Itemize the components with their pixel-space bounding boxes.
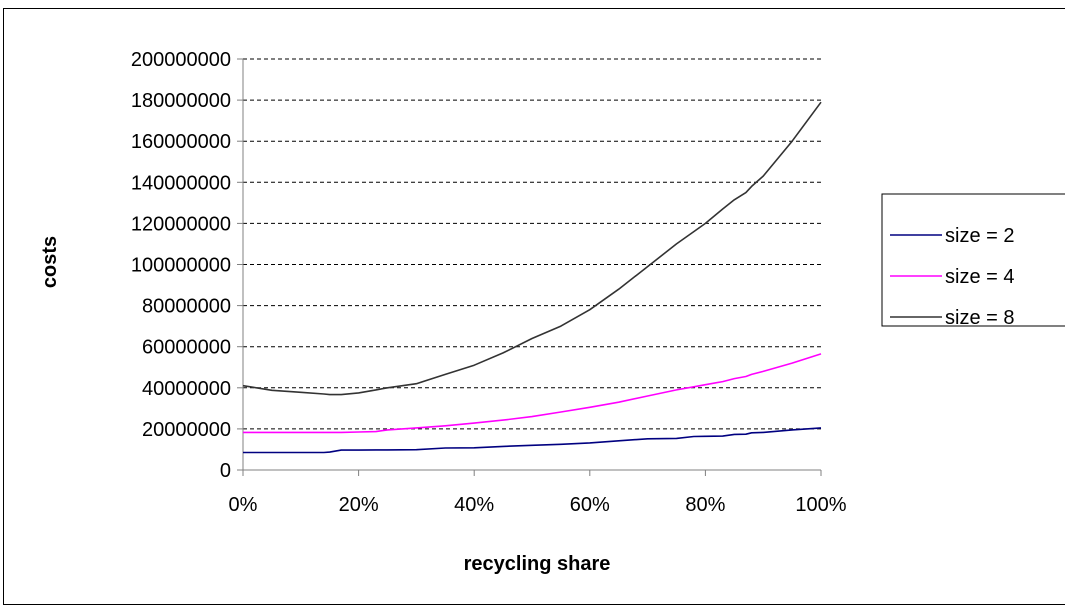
y-tick-label: 120000000: [131, 213, 231, 235]
series-line-2: [243, 353, 822, 434]
line-chart: 0 20000000 40000000 60000000 80000000 1000000…: [39, 49, 1065, 575]
y-tick-label: 100000000: [131, 255, 231, 277]
gridlines: [243, 58, 821, 430]
axes: [237, 58, 822, 476]
y-tick-label: 20000000: [142, 419, 231, 441]
legend-label-3: size = 8: [945, 307, 1014, 329]
x-tick-label: 80%: [685, 494, 725, 516]
y-tick-label: 160000000: [131, 131, 231, 153]
series-line-3: [242, 101, 822, 396]
y-tick-label: 0: [220, 460, 231, 482]
legend-box: [881, 193, 1065, 327]
x-tick-label: 0%: [229, 494, 258, 516]
x-tick-label: 20%: [339, 494, 379, 516]
legend-label-2: size = 4: [945, 266, 1014, 288]
legend-label-1: size = 2: [945, 225, 1014, 247]
x-axis-title: recycling share: [464, 553, 611, 575]
legend: size = 2 size = 4 size = 8: [881, 193, 1065, 329]
x-tick-label: 40%: [454, 494, 494, 516]
y-tick-label: 60000000: [142, 337, 231, 359]
series-lines: [242, 101, 822, 454]
x-tick-label: 100%: [795, 494, 846, 516]
x-tick-labels: 0% 20% 40% 60% 80% 100%: [229, 494, 847, 516]
x-tick-label: 60%: [570, 494, 610, 516]
y-tick-label: 40000000: [142, 378, 231, 400]
y-tick-label: 80000000: [142, 296, 231, 318]
y-tick-labels: 0 20000000 40000000 60000000 80000000 1000000…: [131, 49, 231, 482]
y-tick-label: 200000000: [131, 49, 231, 71]
y-tick-label: 180000000: [131, 90, 231, 112]
y-axis-title: costs: [39, 236, 61, 288]
chart-frame: 0 20000000 40000000 60000000 80000000 1000000…: [3, 8, 1065, 605]
series-line-1: [243, 427, 822, 454]
y-tick-label: 140000000: [131, 172, 231, 194]
